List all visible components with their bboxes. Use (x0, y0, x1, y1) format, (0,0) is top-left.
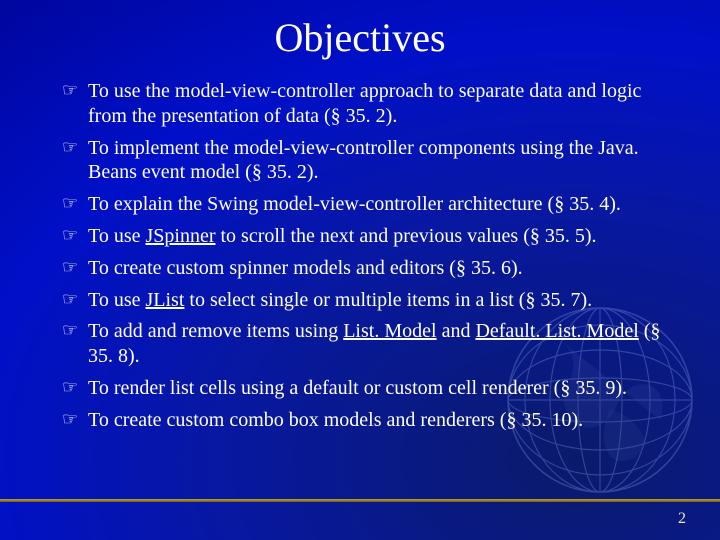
list-item: To implement the model-view-controller c… (62, 136, 680, 186)
bullet-underline: List. Model (343, 320, 436, 342)
bullet-text: To explain the Swing model-view-controll… (88, 193, 621, 215)
list-item: To create custom spinner models and edit… (62, 256, 680, 281)
bullet-text: To implement the model-view-controller c… (88, 137, 639, 184)
slide-title: Objectives (40, 14, 680, 61)
footer-divider (0, 499, 720, 502)
bullet-text: To create custom spinner models and edit… (88, 257, 523, 279)
bullet-underline: JList (145, 289, 184, 311)
list-item: To explain the Swing model-view-controll… (62, 192, 680, 217)
page-number: 2 (678, 510, 686, 528)
bullet-text: To use (88, 225, 145, 247)
list-item: To use the model-view-controller approac… (62, 79, 680, 129)
bullet-text: and (437, 320, 476, 342)
objectives-list: To use the model-view-controller approac… (40, 79, 680, 433)
bullet-text: to select single or multiple items in a … (184, 289, 592, 311)
slide: Objectives To use the model-view-control… (0, 0, 720, 540)
bullet-underline: Default. List. Model (475, 320, 638, 342)
bullet-text: To add and remove items using (88, 320, 343, 342)
bullet-text: To use (88, 289, 145, 311)
list-item: To render list cells using a default or … (62, 376, 680, 401)
bullet-text: To create custom combo box models and re… (88, 409, 583, 431)
list-item: To use JList to select single or multipl… (62, 288, 680, 313)
list-item: To create custom combo box models and re… (62, 408, 680, 433)
bullet-text: To use the model-view-controller approac… (88, 80, 641, 127)
bullet-text: To render list cells using a default or … (88, 377, 627, 399)
bullet-underline: JSpinner (145, 225, 215, 247)
list-item: To use JSpinner to scroll the next and p… (62, 224, 680, 249)
list-item: To add and remove items using List. Mode… (62, 319, 680, 369)
bullet-text: to scroll the next and previous values (… (215, 225, 596, 247)
